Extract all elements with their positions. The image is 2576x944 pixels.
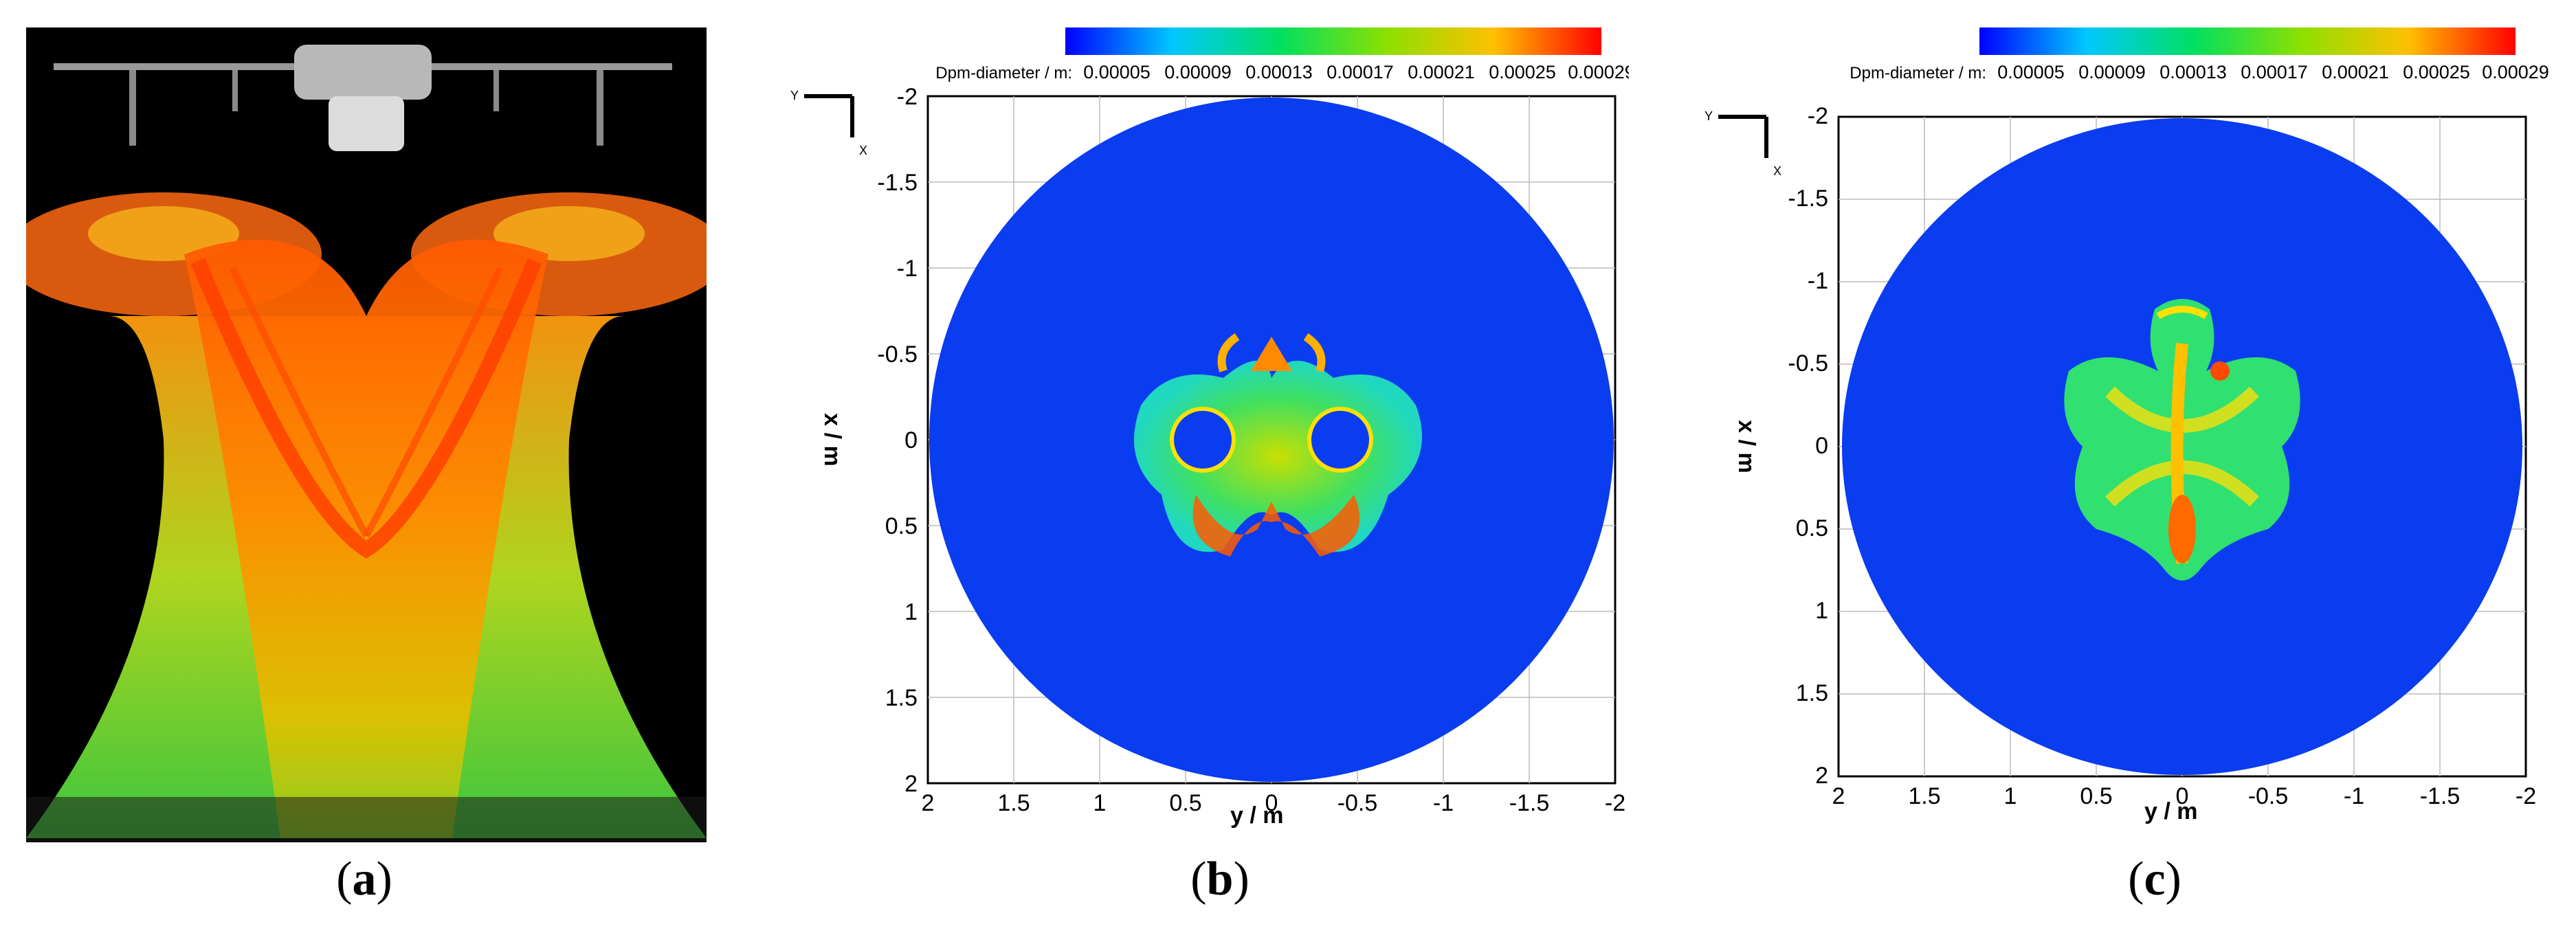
- x-axis-label: x / m: [819, 413, 845, 466]
- colorbar-tick: 0.00029: [2482, 62, 2549, 82]
- triad-y-label: Y: [1705, 109, 1713, 123]
- x-tick: -1.5: [877, 170, 918, 196]
- y-tick: 0.5: [1169, 790, 1201, 816]
- x-tick: 1.5: [1796, 680, 1828, 706]
- y-tick: 1: [2004, 783, 2017, 809]
- y-tick: 2: [1832, 783, 1845, 809]
- y-tick: 1.5: [1908, 783, 1940, 809]
- y-tick: 2: [922, 790, 935, 816]
- y-tick: -1.5: [2420, 783, 2461, 809]
- triad-y-label: Y: [790, 89, 799, 102]
- x-tick: -1.5: [1788, 186, 1828, 212]
- colorbar-tick: 0.00005: [1997, 62, 2065, 82]
- panel-b-deposition-plot: Dpm-diameter / m: 0.00005 0.00009 0.0001…: [784, 21, 1635, 818]
- colorbar-label: Dpm-diameter / m:: [935, 64, 1072, 82]
- colorbar-tick: 0.00005: [1083, 62, 1151, 82]
- x-tick: -1: [1808, 268, 1828, 294]
- x-tick: 2: [904, 771, 918, 797]
- x-tick: 0.5: [1796, 515, 1828, 541]
- colorbar-tick: 0.00029: [1568, 62, 1629, 82]
- y-tick: 0: [1265, 790, 1278, 816]
- x-tick: -1: [897, 256, 918, 282]
- y-tick: 1.5: [997, 790, 1030, 816]
- colorbar-tick: 0.00017: [1326, 62, 1394, 82]
- x-tick: -0.5: [877, 341, 918, 368]
- x-tick: 0: [1815, 433, 1828, 459]
- spray-render-image: [5, 27, 727, 842]
- deposition-pattern: [2064, 299, 2300, 581]
- caption-a: (a): [336, 853, 392, 906]
- x-axis-ticks: -2 -1.5 -1 -0.5 0 0.5 1 1.5 2: [877, 84, 918, 797]
- panel-a-spray-render: [5, 27, 727, 842]
- y-axis-ticks: 2 1.5 1 0.5 0 -0.5 -1 -1.5 -2: [922, 790, 1626, 816]
- x-tick: 1.5: [885, 685, 918, 711]
- colorbar-tick: 0.00009: [2078, 62, 2146, 82]
- triad-x-label: X: [1773, 164, 1781, 178]
- y-tick: -1: [2344, 783, 2364, 809]
- caption-c: (c): [2128, 853, 2181, 906]
- x-axis-ticks: -2 -1.5 -1 -0.5 0 0.5 1 1.5 2: [1788, 103, 1828, 789]
- y-tick: 0: [2176, 783, 2189, 809]
- drone-icon: [54, 45, 672, 151]
- colorbar-ticks: 0.00005 0.00009 0.00013 0.00017 0.00021 …: [1997, 62, 2549, 82]
- x-tick: -0.5: [1788, 350, 1828, 377]
- axis-triad-icon: [1718, 115, 1768, 158]
- colorbar-tick: 0.00025: [1489, 62, 1556, 82]
- x-tick: 2: [1815, 763, 1828, 789]
- y-tick: -2: [2516, 783, 2536, 809]
- x-tick: -2: [897, 84, 918, 110]
- x-tick: 1: [1815, 598, 1828, 624]
- colorbar-ticks: 0.00005 0.00009 0.00013 0.00017 0.00021 …: [1083, 62, 1635, 82]
- deposition-plot-c: Dpm-diameter / m: 0.00005 0.00009 0.0001…: [1705, 27, 2549, 809]
- y-tick: -1: [1433, 790, 1454, 816]
- deposition-plot-b: Dpm-diameter / m: 0.00005 0.00009 0.0001…: [790, 27, 1635, 816]
- x-tick: 0: [904, 427, 918, 453]
- y-tick: -0.5: [2248, 783, 2289, 809]
- colorbar-tick: 0.00013: [2159, 62, 2227, 82]
- y-tick: 1: [1093, 790, 1107, 816]
- x-tick: -2: [1808, 103, 1828, 129]
- colorbar-label: Dpm-diameter / m:: [1850, 64, 1986, 82]
- caption-b: (b): [1190, 853, 1250, 906]
- colorbar-tick: 0.00021: [1408, 62, 1475, 82]
- x-tick: 1: [904, 599, 918, 625]
- colorbar: [1979, 27, 2516, 55]
- panel-c-deposition-plot: Dpm-diameter / m: 0.00005 0.00009 0.0001…: [1698, 21, 2550, 818]
- colorbar-tick: 0.00025: [2403, 62, 2470, 82]
- colorbar: [1065, 27, 1601, 55]
- deposition-pattern: [1134, 333, 1422, 557]
- colorbar-tick: 0.00021: [2322, 62, 2389, 82]
- colorbar-tick: 0.00017: [2241, 62, 2308, 82]
- x-axis-label: x / m: [1733, 420, 1759, 473]
- y-tick: -0.5: [1337, 790, 1378, 816]
- x-tick: 0.5: [885, 513, 918, 539]
- y-axis-ticks: 2 1.5 1 0.5 0 -0.5 -1 -1.5 -2: [1832, 783, 2537, 809]
- triad-x-label: X: [859, 144, 867, 157]
- y-tick: 0.5: [2080, 783, 2112, 809]
- colorbar-tick: 0.00013: [1245, 62, 1313, 82]
- y-axis-label-c: y / m: [2144, 798, 2198, 824]
- y-tick: -1.5: [1509, 790, 1550, 816]
- colorbar-tick: 0.00009: [1164, 62, 1232, 82]
- y-axis-label-b: y / m: [1230, 802, 1284, 829]
- axis-triad-icon: [804, 94, 854, 137]
- y-tick: -2: [1605, 790, 1625, 816]
